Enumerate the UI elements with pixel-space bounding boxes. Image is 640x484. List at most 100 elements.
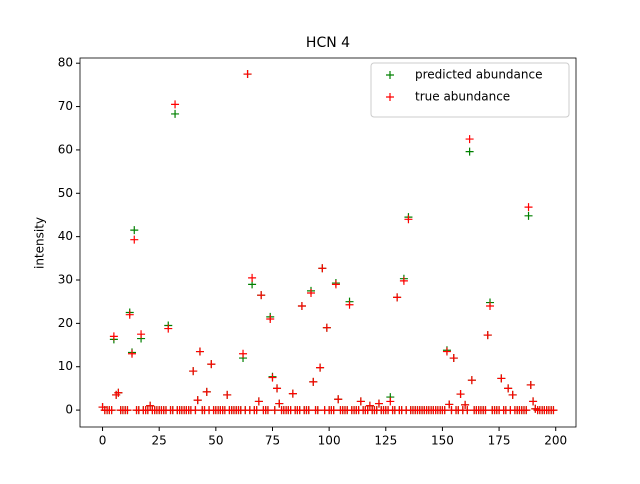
plus-marker [334,395,343,404]
plus-marker [449,354,458,363]
plus-marker [223,390,232,399]
plus-marker [313,406,322,415]
plus-marker [288,389,297,398]
plus-marker [365,401,374,410]
plus-marker [549,406,558,415]
plus-marker [445,400,454,409]
plus-marker [304,406,313,415]
plus-marker [486,302,495,311]
plus-marker [318,264,327,273]
plus-marker [465,135,474,144]
plus-marker [386,397,395,406]
plus-marker [522,406,531,415]
legend-box [370,62,570,118]
legend-label: true abundance [415,90,510,104]
plus-marker [146,401,155,410]
plus-marker [356,397,365,406]
plus-marker [266,315,275,324]
plus-marker [270,406,279,415]
plus-marker [307,289,316,298]
plus-marker [508,390,517,399]
plus-marker [465,147,474,156]
plus-marker [467,376,476,385]
plus-marker [191,406,200,415]
plot-frame [79,57,577,428]
x-tick-label: 75 [265,434,280,448]
y-tick-label: 20 [58,316,73,330]
plus-marker [123,406,132,415]
plus-marker [263,406,272,415]
chart-title: HCN 4 [306,35,350,51]
x-tick-label: 200 [544,434,567,448]
plus-marker [189,367,198,376]
plus-marker [329,406,338,415]
plus-marker [254,397,263,406]
plus-marker [248,273,257,282]
plus-marker [524,211,533,220]
plus-marker [207,360,216,369]
legend-label: predicted abundance [415,68,542,82]
y-tick-label: 50 [58,186,73,200]
plus-marker [202,387,211,396]
plus-marker [524,203,533,212]
legend-marker [386,93,394,101]
x-tick-label: 50 [208,434,223,448]
y-tick-label: 10 [58,359,73,373]
plus-marker [128,349,137,358]
plus-marker [483,331,492,340]
plus-marker [171,100,180,109]
plus-marker [193,396,202,405]
plus-marker [404,215,413,224]
plus-marker [322,323,331,332]
x-tick-label: 175 [488,434,511,448]
plus-marker [273,384,282,393]
plus-marker [399,276,408,285]
plus-marker [171,109,180,118]
plus-marker [107,406,116,415]
plus-marker [481,406,490,415]
y-tick-label: 40 [58,229,73,243]
plus-marker [504,384,513,393]
plus-marker [114,388,123,397]
plus-marker [526,380,535,389]
plus-marker [195,347,204,356]
plus-marker [137,330,146,339]
plus-marker [442,347,451,356]
x-tick-label: 150 [431,434,454,448]
plus-marker [393,293,402,302]
y-tick-label: 0 [65,403,73,417]
x-tick-label: 0 [99,434,107,448]
plus-marker [239,349,248,358]
plus-marker [243,70,252,79]
plus-marker [331,280,340,289]
y-tick-label: 30 [58,273,73,287]
plus-marker [461,400,470,409]
plus-marker [109,332,118,341]
plus-marker [529,397,538,406]
y-tick-label: 70 [58,99,73,113]
plus-marker [257,291,266,300]
plus-marker [345,300,354,309]
x-tick-label: 25 [152,434,167,448]
plus-marker [497,374,506,383]
plus-marker [275,399,284,408]
y-tick-label: 80 [58,56,73,70]
plus-marker [440,406,449,415]
plus-marker [125,310,134,319]
y-tick-label: 60 [58,142,73,156]
legend-marker [386,71,394,79]
x-tick-label: 125 [374,434,397,448]
plus-marker [252,406,261,415]
plus-marker [463,406,472,415]
plus-marker [456,390,465,399]
plus-marker [130,226,139,235]
plus-marker [316,363,325,372]
plus-marker [374,399,383,408]
plus-marker [309,377,318,386]
plus-marker [268,373,277,382]
plus-marker [130,235,139,244]
plus-marker [297,302,306,311]
plus-marker [164,324,173,333]
y-axis-label: intensity [33,217,47,269]
